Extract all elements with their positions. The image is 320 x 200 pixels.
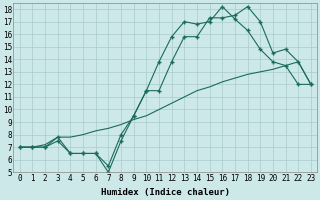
X-axis label: Humidex (Indice chaleur): Humidex (Indice chaleur) [101,188,230,197]
